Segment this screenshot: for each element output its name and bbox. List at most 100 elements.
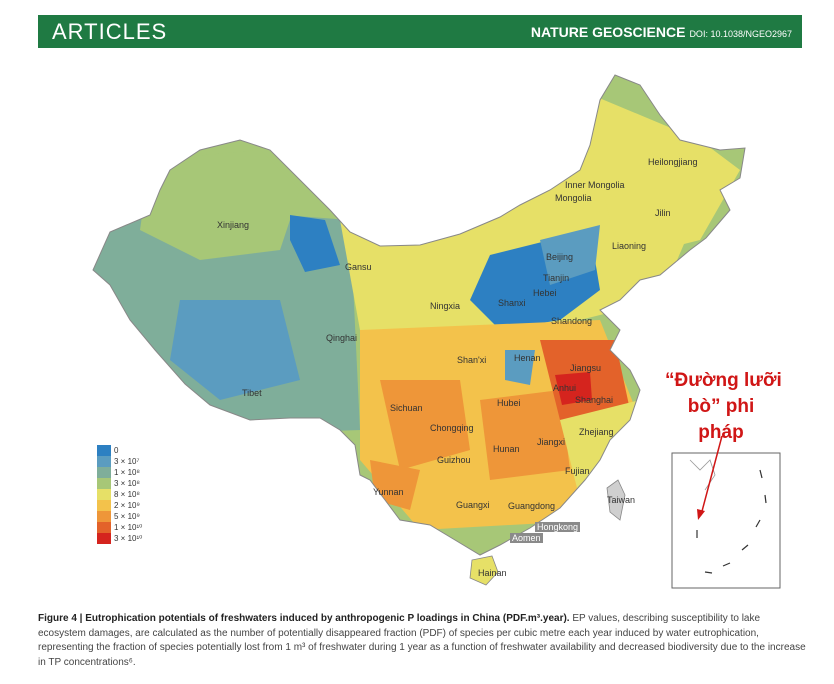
legend-label: 3 × 10⁷ bbox=[114, 457, 140, 466]
label-jiangsu: Jiangsu bbox=[570, 363, 602, 373]
label-heilongjiang: Heilongjiang bbox=[648, 157, 698, 167]
label-tianjin: Tianjin bbox=[543, 273, 570, 283]
china-map bbox=[92, 74, 781, 589]
journal-name: NATURE GEOSCIENCE bbox=[530, 24, 686, 40]
legend-item: 8 × 10⁸ bbox=[97, 489, 142, 500]
label-ningxia: Ningxia bbox=[430, 301, 461, 311]
inset-dash bbox=[722, 562, 731, 567]
map-region-central-orange bbox=[380, 380, 470, 470]
inset-dash bbox=[755, 519, 761, 528]
inset-coastline bbox=[689, 459, 716, 491]
label-shandong: Shandong bbox=[551, 316, 593, 326]
figure-caption: Figure 4 | Eutrophication potentials of … bbox=[38, 612, 808, 670]
label-liaoning: Liaoning bbox=[612, 241, 647, 251]
label-shaanxi: Shan'xi bbox=[457, 355, 487, 365]
label-inner-mongolia: Inner Mongolia bbox=[565, 180, 625, 190]
legend-swatch bbox=[97, 511, 111, 522]
inset-dash bbox=[759, 469, 763, 479]
label-jiangxi: Jiangxi bbox=[537, 437, 566, 447]
label-guangxi: Guangxi bbox=[456, 500, 490, 510]
legend-item: 2 × 10⁹ bbox=[97, 500, 142, 511]
map-region-beijing-blue bbox=[540, 225, 600, 285]
label-fujian: Fujian bbox=[565, 466, 590, 476]
legend-label: 3 × 10¹⁰ bbox=[114, 534, 143, 543]
label-zhejiang: Zhejiang bbox=[579, 427, 614, 437]
legend-label: 2 × 10⁹ bbox=[114, 501, 140, 510]
label-gansu: Gansu bbox=[345, 262, 372, 272]
annotation-line-1: “Đường lưỡi bbox=[665, 370, 782, 391]
label-shanghai: Shanghai bbox=[575, 395, 614, 405]
legend-label: 1 × 10⁸ bbox=[114, 468, 140, 477]
label-aomen: Aomen bbox=[510, 533, 543, 543]
label-yunnan: Yunnan bbox=[373, 487, 404, 497]
china-border bbox=[92, 74, 746, 556]
legend-item: 1 × 10⁸ bbox=[97, 467, 142, 478]
legend-swatch bbox=[97, 445, 111, 456]
legend-swatch bbox=[97, 522, 111, 533]
legend-item: 3 × 10⁸ bbox=[97, 478, 142, 489]
legend-swatch bbox=[97, 500, 111, 511]
legend-item: 3 × 10⁷ bbox=[97, 456, 142, 467]
journal-title: NATURE GEOSCIENCE DOI: 10.1038/NGEO2967 bbox=[531, 24, 792, 40]
label-henan: Henan bbox=[514, 353, 541, 363]
legend-label: 8 × 10⁸ bbox=[114, 490, 140, 499]
legend-swatch bbox=[97, 467, 111, 478]
inset-dash bbox=[704, 571, 713, 574]
legend-swatch bbox=[97, 533, 111, 544]
label-hunan: Hunan bbox=[493, 444, 520, 454]
label-anhui: Anhui bbox=[553, 383, 577, 393]
south-china-sea-inset bbox=[671, 452, 781, 589]
legend-swatch bbox=[97, 489, 111, 500]
legend-swatch bbox=[97, 478, 111, 489]
map-region-anhui-red bbox=[555, 372, 592, 405]
annotation-arrow-head bbox=[697, 509, 705, 520]
legend-label: 1 × 10¹⁰ bbox=[114, 523, 143, 532]
label-shanxi: Shanxi bbox=[498, 298, 526, 308]
caption-title: Figure 4 | Eutrophication potentials of … bbox=[38, 613, 570, 624]
label-mongolia-line: Mongolia bbox=[555, 193, 592, 203]
label-xinjiang: Xinjiang bbox=[217, 220, 250, 230]
label-hubei: Hubei bbox=[497, 398, 521, 408]
map-region-northwest bbox=[140, 150, 300, 260]
taiwan-island bbox=[606, 479, 626, 521]
label-guangdong: Guangdong bbox=[508, 501, 556, 511]
label-taiwan: Taiwan bbox=[607, 495, 636, 505]
annotation-line-2: bò” phi pháp bbox=[687, 396, 755, 443]
map-region-henan-blue bbox=[505, 350, 535, 385]
legend-item: 3 × 10¹⁰ bbox=[97, 533, 142, 544]
legend-label: 0 bbox=[114, 446, 119, 455]
annotation-text: “Đường lưỡi bò” phi pháp bbox=[665, 368, 795, 446]
legend-item: 0 bbox=[97, 445, 142, 456]
map-region-southeast bbox=[560, 400, 640, 500]
map-fill bbox=[93, 75, 745, 555]
legend-swatch bbox=[97, 456, 111, 467]
label-hongkong: Hongkong bbox=[535, 522, 581, 532]
inset-dash bbox=[741, 544, 749, 551]
label-beijing: Beijing bbox=[546, 252, 574, 262]
label-qinghai: Qinghai bbox=[326, 333, 358, 343]
map-region-tibet-blue bbox=[170, 300, 300, 400]
map-region-xinjiang-blue bbox=[290, 215, 340, 272]
inset-frame bbox=[671, 452, 781, 589]
legend-item: 5 × 10⁹ bbox=[97, 511, 142, 522]
map-region-northeast bbox=[580, 90, 740, 260]
caption-body: EP values, describing susceptibility to … bbox=[38, 613, 806, 668]
label-jilin: Jilin bbox=[655, 208, 671, 218]
inset-dash bbox=[764, 494, 767, 504]
label-guizhou: Guizhou bbox=[437, 455, 471, 465]
label-hebei: Hebei bbox=[533, 288, 557, 298]
label-tibet: Tibet bbox=[242, 388, 262, 398]
label-chongqing: Chongqing bbox=[430, 423, 474, 433]
legend-label: 3 × 10⁸ bbox=[114, 479, 140, 488]
legend-label: 5 × 10⁹ bbox=[114, 512, 140, 521]
legend-item: 1 × 10¹⁰ bbox=[97, 522, 142, 533]
label-hainan: Hainan bbox=[478, 568, 507, 578]
header-bar: ARTICLES NATURE GEOSCIENCE DOI: 10.1038/N… bbox=[38, 15, 802, 48]
label-sichuan: Sichuan bbox=[390, 403, 423, 413]
section-title: ARTICLES bbox=[52, 19, 168, 44]
journal-doi: DOI: 10.1038/NGEO2967 bbox=[689, 29, 792, 39]
map-region-hunan-orange bbox=[480, 390, 570, 480]
annotation-arrow-line bbox=[700, 435, 723, 516]
map-legend: 0 3 × 10⁷ 1 × 10⁸ 3 × 10⁸ 8 × 10⁸ 2 × 10⁹ 5 × … bbox=[97, 445, 142, 544]
hainan-island bbox=[469, 555, 499, 586]
